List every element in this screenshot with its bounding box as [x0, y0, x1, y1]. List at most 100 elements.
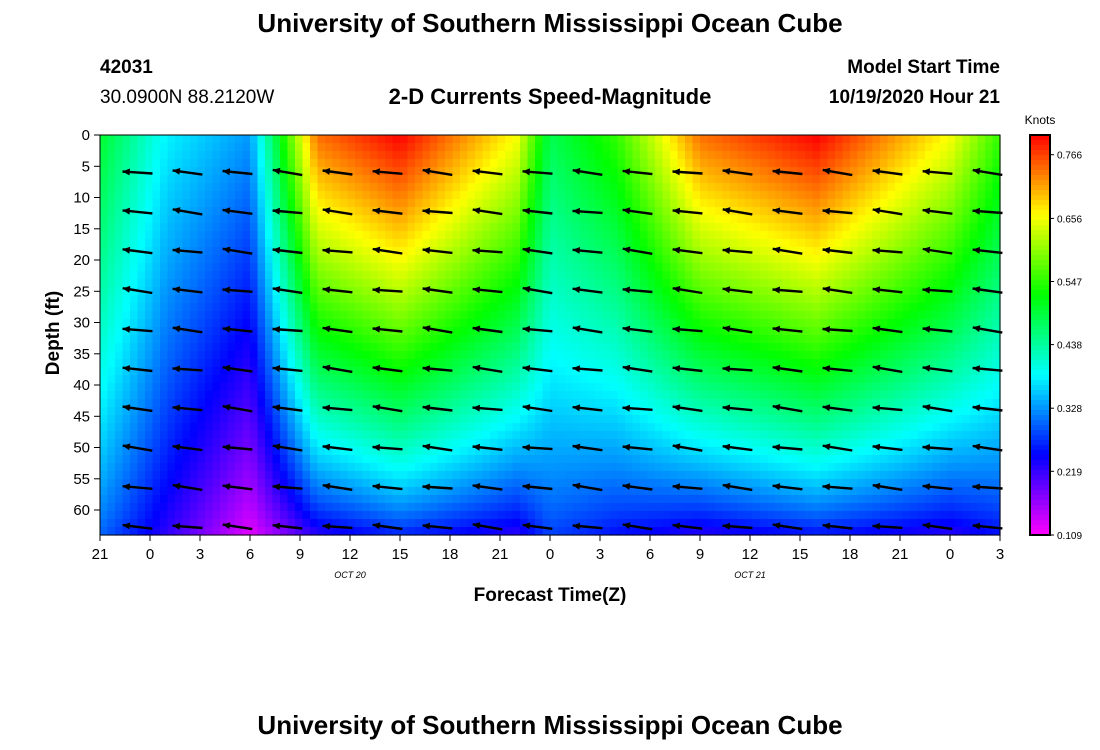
heatmap-cell — [205, 151, 214, 160]
heatmap-cell — [730, 199, 739, 208]
heatmap-cell — [632, 199, 641, 208]
heatmap-cell — [325, 343, 334, 352]
heatmap-cell — [265, 495, 274, 504]
heatmap-cell — [445, 399, 454, 408]
heatmap-cell — [430, 479, 439, 488]
heatmap-cell — [250, 327, 259, 336]
heatmap-cell — [685, 263, 694, 272]
heatmap-cell — [820, 303, 829, 312]
heatmap-cell — [415, 207, 424, 216]
heatmap-cell — [377, 135, 386, 144]
heatmap-cell — [520, 447, 529, 456]
heatmap-cell — [482, 303, 491, 312]
heatmap-cell — [550, 255, 559, 264]
heatmap-cell — [497, 343, 506, 352]
heatmap-cell — [295, 279, 304, 288]
heatmap-cell — [422, 311, 431, 320]
heatmap-cell — [572, 199, 581, 208]
heatmap-cell — [805, 479, 814, 488]
heatmap-cell — [617, 495, 626, 504]
heatmap-cell — [302, 215, 311, 224]
heatmap-cell — [820, 151, 829, 160]
heatmap-cell — [280, 359, 289, 368]
heatmap-cell — [820, 495, 829, 504]
heatmap-cell — [370, 391, 379, 400]
heatmap-cell — [242, 319, 251, 328]
heatmap-cell — [152, 295, 161, 304]
heatmap-cell — [107, 295, 116, 304]
heatmap-cell — [557, 367, 566, 376]
heatmap-cell — [235, 255, 244, 264]
heatmap-cell — [460, 511, 469, 520]
heatmap-cell — [257, 335, 266, 344]
heatmap-cell — [122, 495, 131, 504]
heatmap-cell — [512, 367, 521, 376]
heatmap-cell — [332, 183, 341, 192]
heatmap-cell — [842, 183, 851, 192]
heatmap-cell — [205, 519, 214, 528]
heatmap-cell — [550, 223, 559, 232]
heatmap-cell — [385, 223, 394, 232]
heatmap-cell — [610, 431, 619, 440]
heatmap-cell — [677, 279, 686, 288]
heatmap-cell — [707, 271, 716, 280]
heatmap-cell — [115, 367, 124, 376]
heatmap-cell — [250, 431, 259, 440]
heatmap-cell — [310, 199, 319, 208]
heatmap-cell — [722, 471, 731, 480]
heatmap-cell — [392, 527, 401, 536]
heatmap-cell — [407, 423, 416, 432]
heatmap-cell — [362, 399, 371, 408]
heatmap-cell — [257, 319, 266, 328]
heatmap-cell — [767, 335, 776, 344]
heatmap-cell — [130, 271, 139, 280]
heatmap-cell — [670, 503, 679, 512]
heatmap-cell — [415, 351, 424, 360]
heatmap-cell — [280, 215, 289, 224]
heatmap-cell — [677, 399, 686, 408]
heatmap-cell — [340, 407, 349, 416]
heatmap-cell — [797, 487, 806, 496]
heatmap-cell — [685, 511, 694, 520]
heatmap-cell — [812, 231, 821, 240]
heatmap-cell — [197, 471, 206, 480]
heatmap-cell — [662, 247, 671, 256]
heatmap-cell — [115, 447, 124, 456]
heatmap-cell — [220, 335, 229, 344]
heatmap-cell — [467, 215, 476, 224]
heatmap-cell — [640, 207, 649, 216]
heatmap-cell — [490, 391, 499, 400]
heatmap-cell — [257, 471, 266, 480]
heatmap-cell — [655, 383, 664, 392]
heatmap-cell — [167, 351, 176, 360]
heatmap-cell — [662, 311, 671, 320]
heatmap-cell — [542, 271, 551, 280]
heatmap-cell — [295, 231, 304, 240]
heatmap-cell — [287, 503, 296, 512]
heatmap-cell — [812, 327, 821, 336]
heatmap-cell — [602, 335, 611, 344]
heatmap-cell — [550, 335, 559, 344]
heatmap-cell — [115, 263, 124, 272]
heatmap-cell — [317, 207, 326, 216]
heatmap-cell — [602, 215, 611, 224]
heatmap-cell — [175, 431, 184, 440]
heatmap-cell — [347, 399, 356, 408]
heatmap-cell — [505, 279, 514, 288]
heatmap-cell — [392, 151, 401, 160]
heatmap-cell — [700, 407, 709, 416]
heatmap-cell — [122, 423, 131, 432]
heatmap-cell — [175, 455, 184, 464]
heatmap-cell — [317, 407, 326, 416]
heatmap-cell — [557, 287, 566, 296]
heatmap-cell — [760, 495, 769, 504]
heatmap-cell — [497, 215, 506, 224]
heatmap-cell — [662, 303, 671, 312]
heatmap-cell — [385, 263, 394, 272]
heatmap-cell — [107, 143, 116, 152]
heatmap-cell — [190, 407, 199, 416]
heatmap-cell — [565, 199, 574, 208]
heatmap-cell — [835, 463, 844, 472]
heatmap-cell — [707, 519, 716, 528]
heatmap-cell — [272, 439, 281, 448]
